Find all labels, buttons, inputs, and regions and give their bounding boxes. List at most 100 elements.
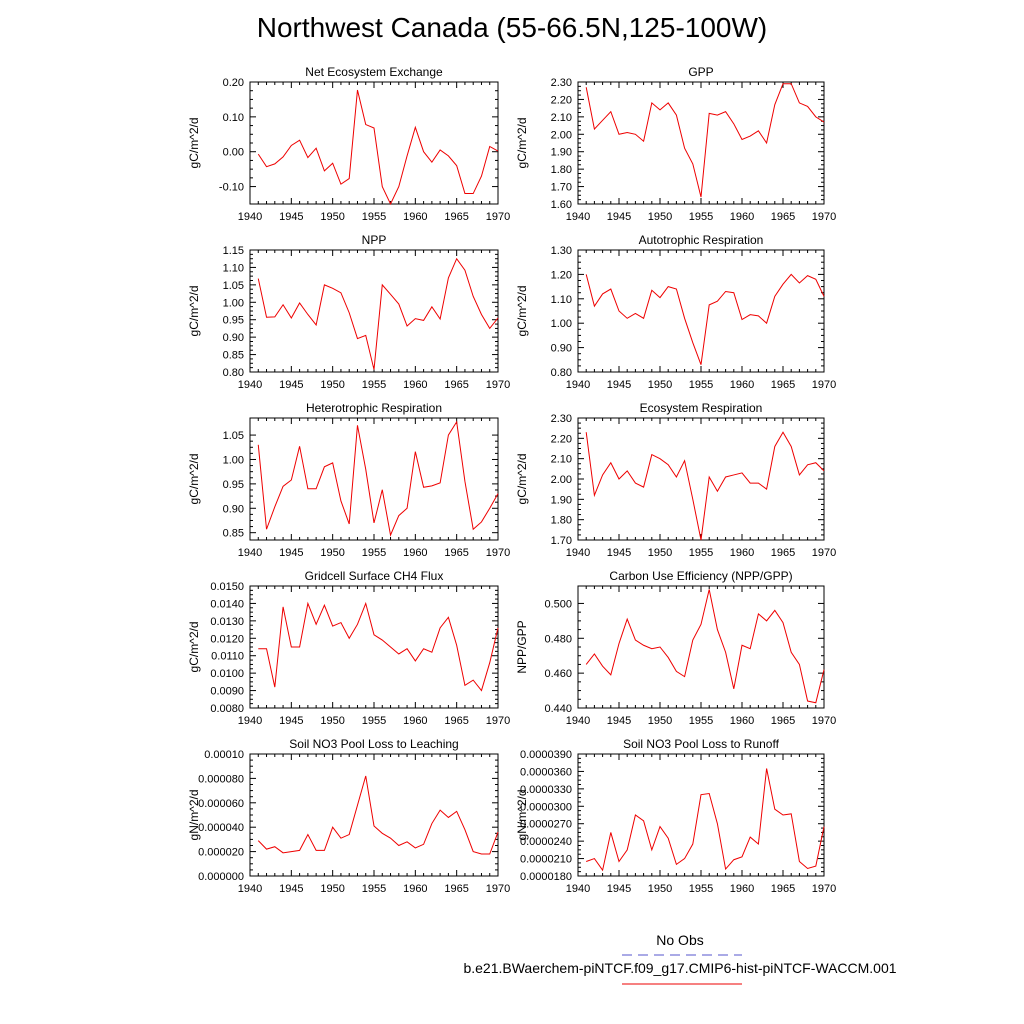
y-tick-label: 1.10: [223, 262, 244, 274]
panel-title: Soil NO3 Pool Loss to Leaching: [289, 737, 458, 751]
y-axis-label: gC/m^2/d: [515, 454, 529, 505]
x-tick-label: 1945: [607, 883, 631, 895]
x-tick-label: 1945: [279, 715, 303, 727]
x-tick-label: 1940: [238, 715, 262, 727]
y-tick-label: 0.0100: [210, 668, 244, 680]
x-tick-label: 1970: [812, 211, 836, 223]
series-line: [257, 89, 499, 206]
x-tick-label: 1950: [320, 211, 344, 223]
x-tick-label: 1965: [771, 379, 795, 391]
y-tick-label: 2.20: [551, 94, 572, 106]
plot-frame: [249, 753, 499, 877]
x-tick-label: 1970: [486, 547, 510, 559]
x-tick-label: 1970: [812, 715, 836, 727]
x-tick-label: 1965: [771, 211, 795, 223]
y-tick-label: 0.460: [544, 668, 572, 680]
x-tick-label: 1945: [607, 211, 631, 223]
x-tick-label: 1960: [403, 547, 427, 559]
y-tick-label: 0.90: [551, 343, 572, 355]
x-tick-label: 1950: [648, 547, 672, 559]
x-tick-label: 1950: [648, 211, 672, 223]
panel-title: Ecosystem Respiration: [640, 401, 763, 415]
y-tick-label: 0.440: [544, 703, 572, 715]
y-axis-label: gN/m^2/d: [515, 790, 529, 841]
y-tick-label: 2.00: [551, 474, 572, 486]
y-axis-label: gC/m^2/d: [515, 118, 529, 169]
y-tick-label: 0.90: [223, 503, 244, 515]
plot-frame: [577, 585, 825, 709]
y-tick-label: 0.000040: [198, 822, 244, 834]
x-tick-label: 1970: [486, 715, 510, 727]
x-tick-label: 1950: [320, 883, 344, 895]
y-tick-label: 2.10: [551, 454, 572, 466]
y-tick-label: 0.0090: [210, 686, 244, 698]
x-tick-label: 1965: [771, 883, 795, 895]
x-tick-label: 1960: [730, 547, 754, 559]
x-tick-label: 1940: [238, 379, 262, 391]
x-tick-label: 1965: [444, 211, 468, 223]
x-tick-label: 1955: [689, 715, 713, 727]
x-tick-label: 1970: [486, 379, 510, 391]
x-tick-label: 1955: [362, 715, 386, 727]
y-tick-label: 1.05: [223, 430, 244, 442]
chart-panel-8: Carbon Use Efficiency (NPP/GPP) NPP/GPP 19…: [515, 569, 836, 727]
y-tick-label: 1.10: [551, 294, 572, 306]
y-tick-label: 1.30: [551, 245, 572, 257]
y-axis-label: gC/m^2/d: [187, 454, 201, 505]
y-tick-label: -0.10: [219, 182, 244, 194]
x-tick-label: 1960: [403, 211, 427, 223]
series-line: [257, 420, 499, 537]
y-tick-label: 0.0000210: [520, 854, 572, 866]
y-tick-label: 0.0080: [210, 703, 244, 715]
y-tick-label: 2.30: [551, 77, 572, 89]
panel-title: Heterotrophic Respiration: [306, 401, 442, 415]
panel-title: Net Ecosystem Exchange: [305, 65, 443, 79]
y-axis-label: gC/m^2/d: [187, 118, 201, 169]
x-tick-label: 1960: [403, 883, 427, 895]
y-axis-label: gC/m^2/d: [187, 622, 201, 673]
figure-title: Northwest Canada (55-66.5N,125-100W): [256, 12, 768, 43]
x-tick-label: 1970: [486, 883, 510, 895]
y-tick-label: 2.10: [551, 112, 572, 124]
y-tick-label: 0.90: [223, 332, 244, 344]
x-tick-label: 1960: [730, 715, 754, 727]
x-tick-label: 1940: [566, 715, 590, 727]
x-tick-label: 1945: [279, 883, 303, 895]
y-tick-label: 1.20: [551, 269, 572, 281]
legend-swatches: [622, 954, 742, 985]
y-tick-label: 1.90: [551, 147, 572, 159]
x-tick-label: 1940: [566, 211, 590, 223]
x-tick-label: 1970: [812, 883, 836, 895]
legend-case-label: b.e21.BWaerchem-piNTCF.f09_g17.CMIP6-his…: [463, 960, 897, 976]
y-tick-label: 0.0150: [210, 581, 244, 593]
y-tick-label: 0.000000: [198, 871, 244, 883]
series-line: [585, 273, 825, 365]
series-line: [258, 601, 499, 692]
x-tick-label: 1965: [444, 715, 468, 727]
y-tick-label: 0.95: [223, 479, 244, 491]
x-tick-label: 1940: [566, 379, 590, 391]
chart-panel-7: Gridcell Surface CH4 Flux gC/m^2/d 1940 194…: [187, 569, 510, 727]
y-tick-label: 2.00: [551, 129, 572, 141]
y-tick-label: 0.10: [223, 112, 244, 124]
y-tick-label: 0.000020: [198, 847, 244, 859]
y-tick-label: 0.20: [223, 77, 244, 89]
x-tick-label: 1965: [444, 547, 468, 559]
y-tick-label: 0.500: [544, 598, 572, 610]
y-tick-label: 0.0110: [211, 651, 244, 663]
x-tick-label: 1950: [320, 547, 344, 559]
panel-title: Carbon Use Efficiency (NPP/GPP): [609, 569, 792, 583]
x-tick-label: 1945: [279, 211, 303, 223]
y-tick-label: 1.80: [551, 515, 572, 527]
y-tick-label: 0.95: [223, 315, 244, 327]
x-tick-label: 1955: [689, 547, 713, 559]
series-line: [585, 589, 825, 704]
x-tick-label: 1965: [444, 883, 468, 895]
y-tick-label: 1.00: [223, 297, 244, 309]
x-tick-label: 1940: [566, 883, 590, 895]
x-tick-label: 1965: [444, 379, 468, 391]
x-tick-label: 1945: [279, 547, 303, 559]
y-tick-label: 0.0000240: [520, 836, 572, 848]
series-line: [585, 431, 825, 541]
